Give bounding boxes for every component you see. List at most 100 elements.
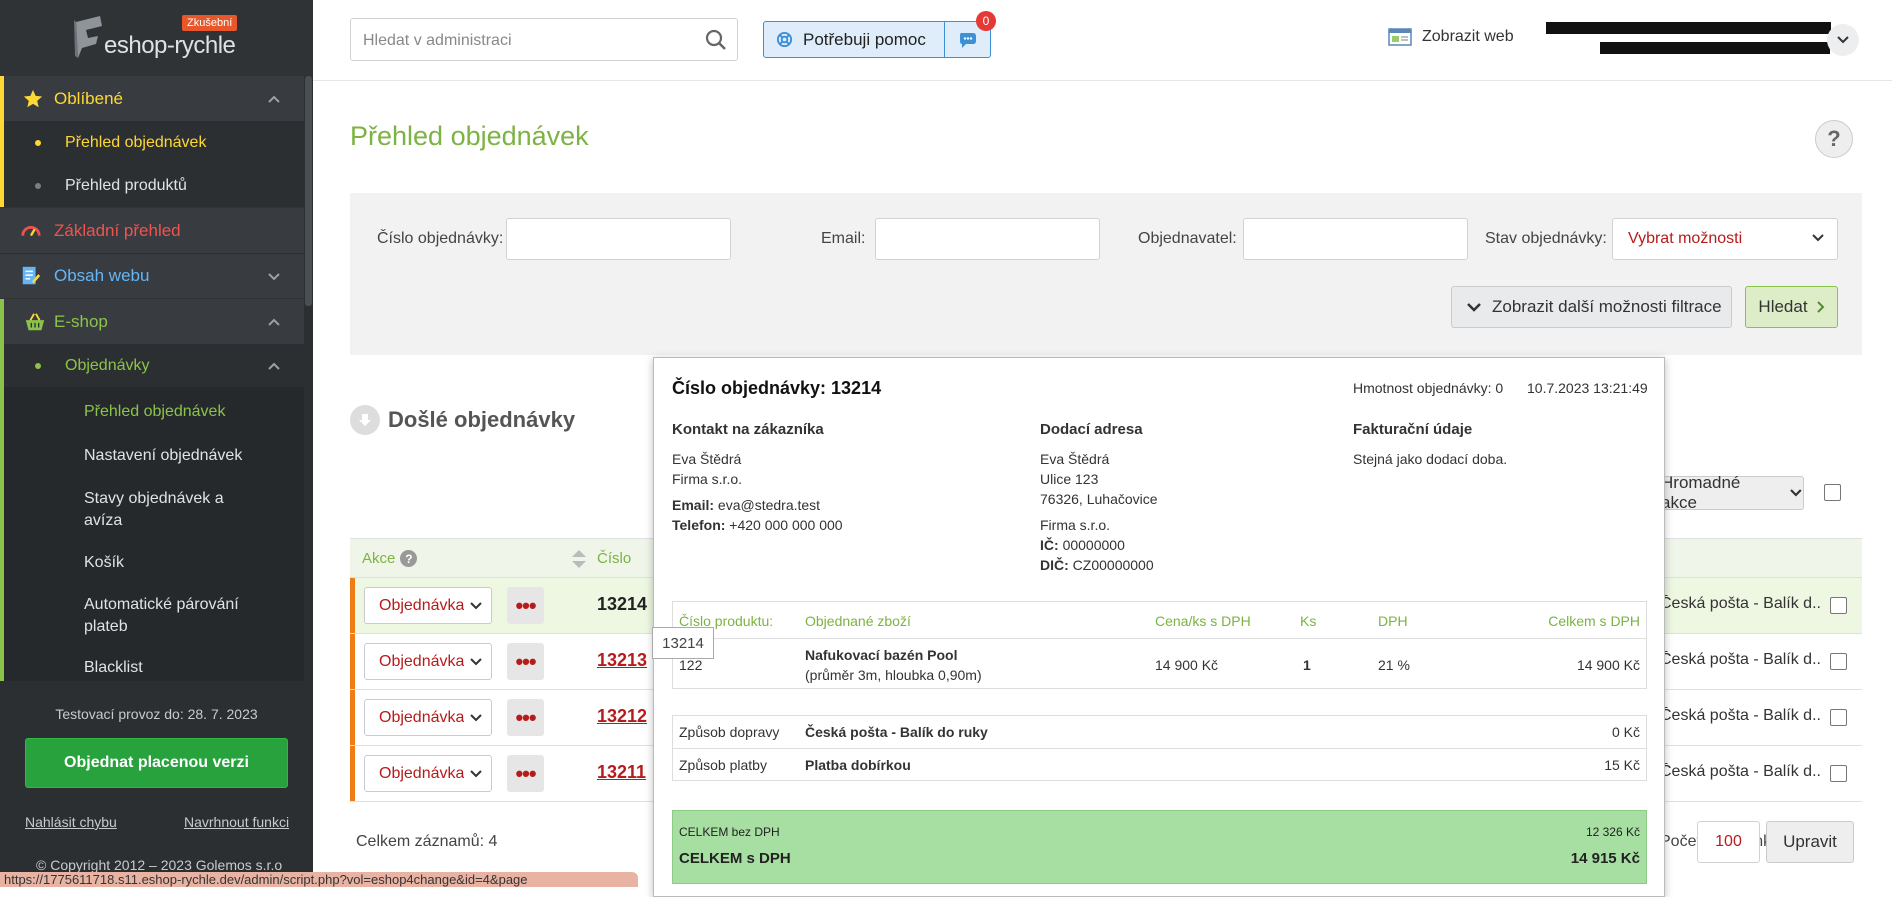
- delivery-heading: Dodací adresa: [1040, 421, 1143, 438]
- scrollbar-thumb[interactable]: [305, 76, 312, 306]
- suggest-feature-link[interactable]: Navrhnout funkci: [184, 814, 290, 830]
- row-checkbox[interactable]: [1830, 653, 1847, 670]
- help-question-icon[interactable]: ?: [1815, 120, 1853, 158]
- help-button-label: Potřebuji pomoc: [803, 29, 926, 49]
- notification-badge: 0: [976, 11, 996, 31]
- state-select-value: Vybrat možnosti: [1628, 230, 1743, 247]
- dic-label: DIČ:: [1040, 557, 1069, 573]
- chat-icon: [959, 32, 976, 48]
- order-number[interactable]: 13214: [597, 594, 648, 614]
- sidebar-item-label: Oblíbené: [54, 88, 123, 108]
- sidebar-item-orders[interactable]: Objednávky: [0, 344, 304, 387]
- total-vat-value: 14 915 Kč: [1570, 850, 1640, 867]
- chevron-down-icon: [1812, 234, 1824, 242]
- order-datetime: 10.7.2023 13:21:49: [1527, 380, 1648, 396]
- sidebar-item-blacklist[interactable]: Blacklist: [0, 648, 304, 681]
- sidebar-item-web-content[interactable]: Obsah webu: [0, 253, 304, 298]
- product-quantity: 1: [1303, 657, 1311, 673]
- more-actions-button[interactable]: •••: [507, 755, 544, 792]
- product-total: 14 900 Kč: [1576, 657, 1640, 673]
- bulk-actions-button[interactable]: Hromadné akce: [1650, 473, 1804, 512]
- order-state-select[interactable]: Objednávka: [364, 587, 492, 624]
- delivery-street: Ulice 123: [1040, 471, 1099, 487]
- bulk-actions-label: Hromadné akce: [1661, 473, 1741, 512]
- sidebar-item-favorites[interactable]: Oblíbené: [0, 76, 304, 121]
- report-bug-link[interactable]: Nahlásit chybu: [25, 814, 117, 830]
- row-checkbox[interactable]: [1830, 765, 1847, 782]
- browser-icon: [1388, 28, 1412, 46]
- order-number-label: Číslo objednávky:: [377, 230, 504, 247]
- product-detail: (průměr 3m, hloubka 0,90m): [805, 667, 982, 683]
- delivery-dic: DIČ: CZ00000000: [1040, 557, 1154, 573]
- search-input[interactable]: Hledat v administraci: [350, 18, 738, 61]
- ic-label: IČ:: [1040, 537, 1059, 553]
- customer-label: Objednavatel:: [1138, 230, 1237, 247]
- chevron-up-icon[interactable]: [266, 358, 282, 374]
- order-totals: CELKEM bez DPH 12 326 Kč CELKEM s DPH 14…: [672, 810, 1647, 884]
- more-actions-button[interactable]: •••: [507, 587, 544, 624]
- account-menu-toggle[interactable]: [1827, 24, 1859, 56]
- customer-input[interactable]: [1243, 218, 1468, 260]
- update-button[interactable]: Upravit: [1766, 821, 1854, 863]
- basket-icon: [25, 312, 45, 330]
- select-all-checkbox[interactable]: [1824, 484, 1841, 501]
- divider: [673, 748, 1646, 749]
- chevron-down-icon: [470, 770, 482, 778]
- row-status-bar: [350, 634, 355, 689]
- incoming-orders-heading[interactable]: Došlé objednávky: [350, 405, 575, 435]
- col-product-code: Číslo produktu:: [679, 613, 774, 629]
- payment-value: Platba dobírkou: [805, 757, 911, 773]
- chevron-up-icon[interactable]: [266, 314, 282, 330]
- chat-button[interactable]: [945, 22, 990, 57]
- col-action-header: Akce ?: [362, 550, 418, 567]
- per-page-input[interactable]: 100: [1697, 821, 1760, 863]
- more-filters-button[interactable]: Zobrazit další možnosti filtrace: [1451, 286, 1732, 328]
- order-state-select[interactable]: Objednávka: [364, 755, 492, 792]
- star-icon: [23, 89, 43, 107]
- account-redacted: [1546, 22, 1831, 34]
- order-state-select[interactable]: Objednávka: [364, 643, 492, 680]
- chevron-down-icon[interactable]: [266, 268, 282, 284]
- sidebar-item-dashboard[interactable]: Základní přehled: [0, 208, 304, 253]
- sort-icon[interactable]: [570, 548, 588, 570]
- delivery-company: Firma s.r.o.: [1040, 517, 1111, 533]
- order-number[interactable]: 13213: [597, 650, 648, 670]
- trial-info: Testovací provoz do: 28. 7. 2023: [55, 706, 258, 722]
- product-vat: 21 %: [1378, 657, 1410, 673]
- sidebar-item-orders-overview[interactable]: Přehled objednávek: [0, 387, 304, 436]
- search-button[interactable]: Hledat: [1745, 286, 1838, 328]
- sidebar-item-cart[interactable]: Košík: [0, 542, 304, 584]
- row-checkbox[interactable]: [1830, 597, 1847, 614]
- sidebar-scrollbar[interactable]: [304, 76, 313, 681]
- sidebar-item-fav-products[interactable]: Přehled produktů: [0, 164, 304, 207]
- more-actions-button[interactable]: •••: [507, 643, 544, 680]
- sidebar-item-order-states[interactable]: Stavy objednávek a avíza: [0, 476, 304, 542]
- sidebar-item-label: Obsah webu: [54, 266, 150, 285]
- logo[interactable]: eshop-rychle Zkušební: [0, 0, 313, 76]
- copyright: © Copyright 2012 – 2023 Golemos s.r.o: [36, 857, 283, 873]
- row-checkbox[interactable]: [1830, 709, 1847, 726]
- help-button[interactable]: Potřebuji pomoc: [764, 22, 945, 57]
- order-paid-version-button[interactable]: Objednat placenou verzi: [25, 738, 288, 788]
- more-actions-button[interactable]: •••: [507, 699, 544, 736]
- col-number-header[interactable]: Číslo: [597, 550, 632, 567]
- order-number[interactable]: 13212: [597, 706, 648, 726]
- help-icon[interactable]: ?: [400, 550, 418, 567]
- chevron-up-icon[interactable]: [266, 91, 282, 107]
- billing-text: Stejná jako dodací doba.: [1353, 451, 1508, 467]
- order-number-input[interactable]: [506, 218, 731, 260]
- order-state-select[interactable]: Objednávka: [364, 699, 492, 736]
- sidebar-item-orders-settings[interactable]: Nastavení objednávek: [0, 436, 304, 476]
- sidebar-item-label: E-shop: [54, 311, 108, 331]
- order-shipping: Česká pošta - Balík d...: [1660, 763, 1820, 780]
- sidebar-item-payment-matching[interactable]: Automatické párování plateb: [0, 584, 304, 648]
- order-number[interactable]: 13211: [597, 762, 647, 782]
- search-icon[interactable]: [705, 29, 727, 51]
- state-select[interactable]: Vybrat možnosti: [1612, 218, 1838, 260]
- sidebar-item-fav-orders[interactable]: Přehled objednávek: [0, 121, 304, 164]
- show-web-link[interactable]: Zobrazit web: [1388, 28, 1514, 46]
- shipping-price: 0 Kč: [1611, 724, 1640, 740]
- email-input[interactable]: [875, 218, 1100, 260]
- sidebar-item-eshop[interactable]: E-shop: [0, 299, 304, 344]
- email-label: Email:: [672, 497, 715, 513]
